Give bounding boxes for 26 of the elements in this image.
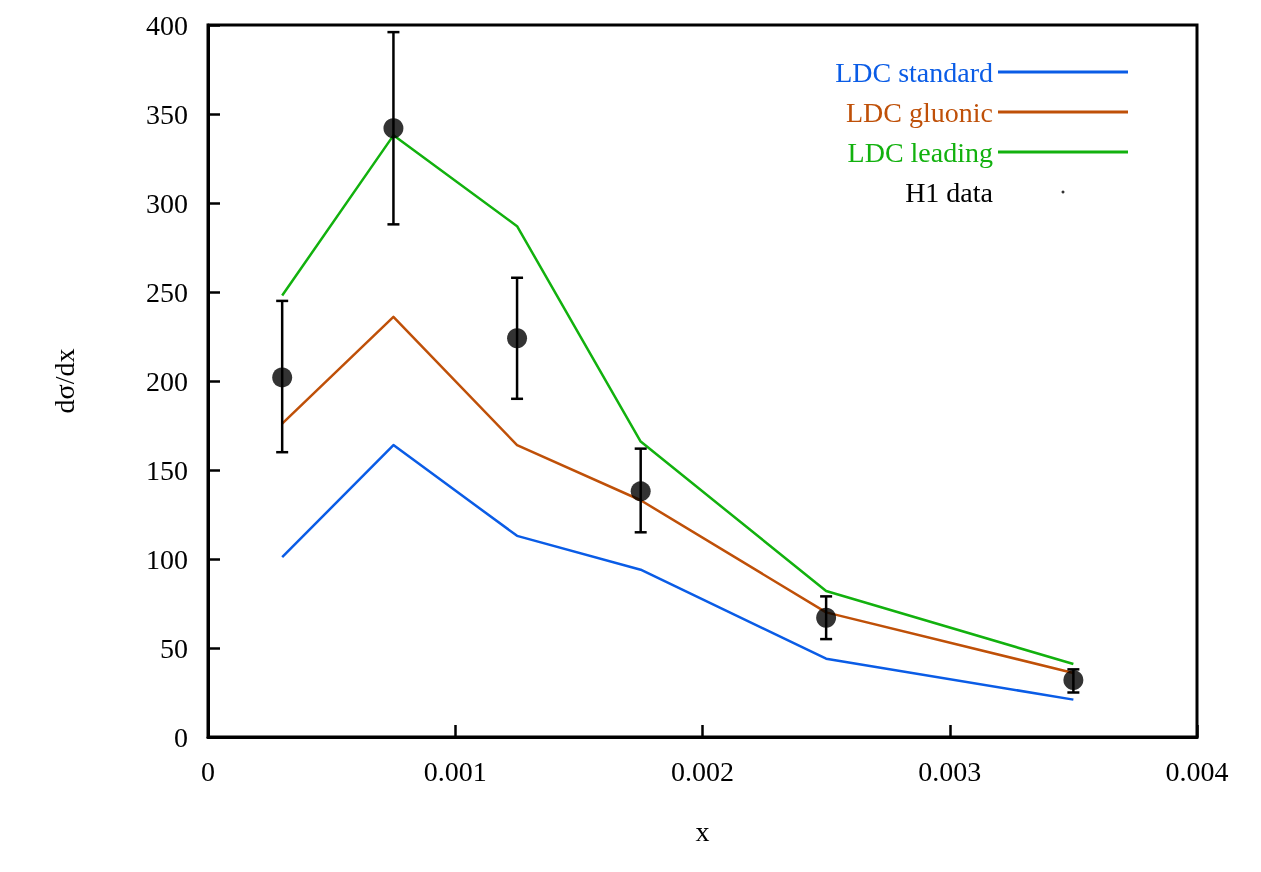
x-tick-label: 0.003	[918, 755, 982, 787]
y-tick-label: 200	[146, 365, 188, 397]
x-tick-label: 0.004	[1165, 755, 1229, 787]
line-series	[280, 443, 1075, 701]
x-tick-label: 0	[201, 755, 215, 787]
y-tick-label: 50	[160, 632, 188, 664]
x-tick-label: 0.002	[671, 755, 734, 787]
legend-label: LDC gluonic	[846, 96, 993, 128]
y-tick-label: 150	[146, 454, 188, 486]
legend-label: LDC leading	[847, 136, 993, 168]
point	[816, 607, 837, 628]
point	[272, 367, 293, 388]
y-tick-label: 250	[146, 276, 188, 308]
point	[507, 328, 528, 349]
y-tick-label: 100	[146, 543, 188, 575]
legend-label: LDC standard	[835, 56, 993, 88]
point	[383, 118, 404, 139]
x-axis-title: x	[695, 815, 710, 847]
y-tick-label: 0	[174, 721, 188, 753]
y-axis-title: dσ/dx	[48, 348, 80, 414]
text: H1 data	[905, 176, 994, 208]
y-tick-label: 300	[146, 187, 188, 219]
y-tick-label: 400	[146, 9, 188, 41]
y-tick-label: 350	[146, 98, 188, 130]
x-tick-label: 0.001	[423, 755, 487, 787]
point	[630, 481, 651, 502]
